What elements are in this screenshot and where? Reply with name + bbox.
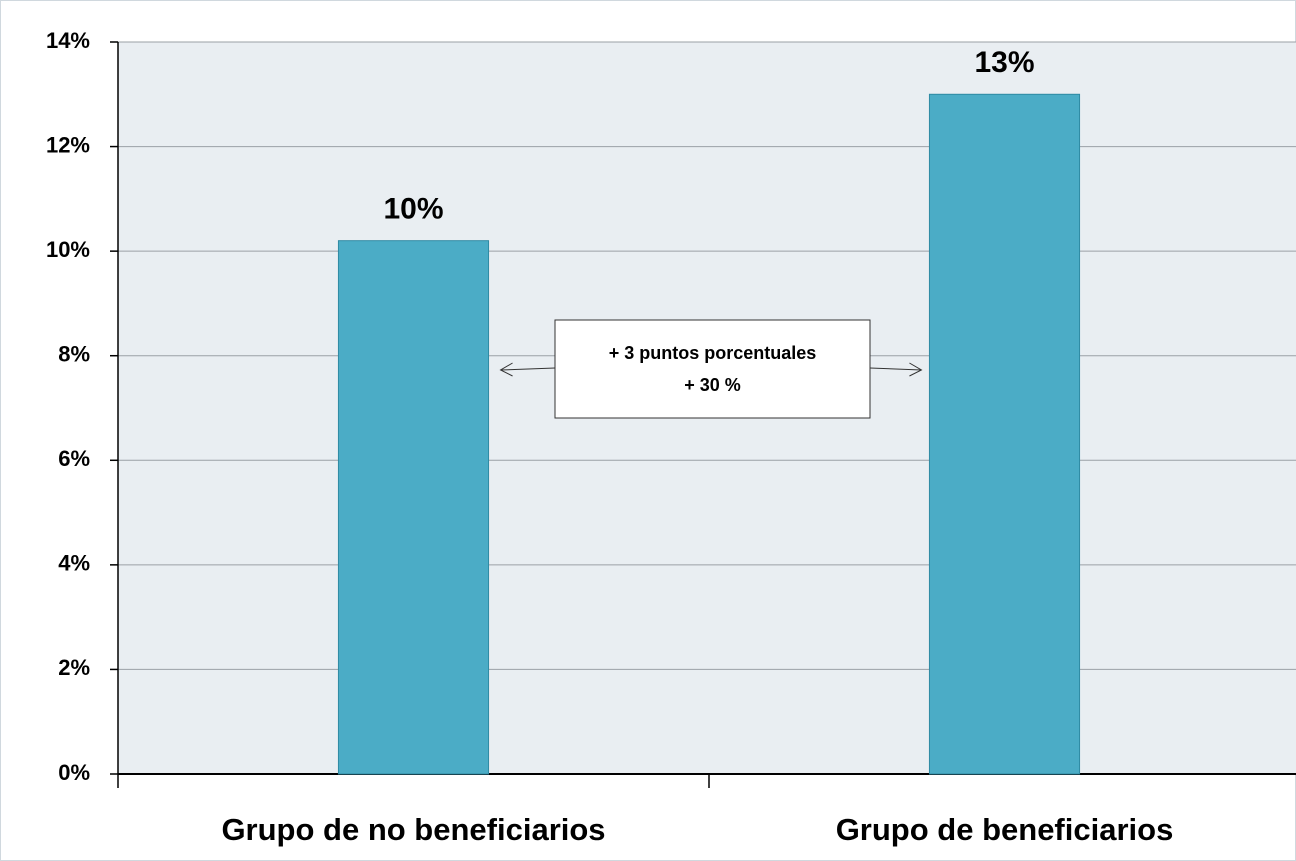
bar	[928, 93, 1081, 775]
bar	[337, 240, 490, 775]
y-tick-label: 0%	[58, 760, 90, 785]
y-tick-label: 14%	[46, 28, 90, 53]
y-tick-label: 2%	[58, 655, 90, 680]
y-tick-label: 12%	[46, 132, 90, 157]
data-label: 13%	[974, 46, 1034, 79]
annotation-text: + 30 %	[684, 375, 741, 395]
annotation-box	[554, 319, 871, 419]
arrow-head	[909, 362, 923, 377]
data-label: 10%	[383, 193, 443, 226]
arrow-line	[869, 367, 922, 371]
y-tick-label: 4%	[58, 551, 90, 576]
x-tick-label: Grupo de beneficiarios	[836, 812, 1174, 847]
y-tick-label: 10%	[46, 237, 90, 262]
arrow-line	[500, 367, 556, 371]
y-tick-label: 8%	[58, 342, 90, 367]
arrow-head	[499, 362, 513, 377]
y-tick-label: 6%	[58, 446, 90, 471]
annotation-text: + 3 puntos porcentuales	[609, 343, 817, 363]
x-tick-label: Grupo de no beneficiarios	[221, 812, 605, 847]
